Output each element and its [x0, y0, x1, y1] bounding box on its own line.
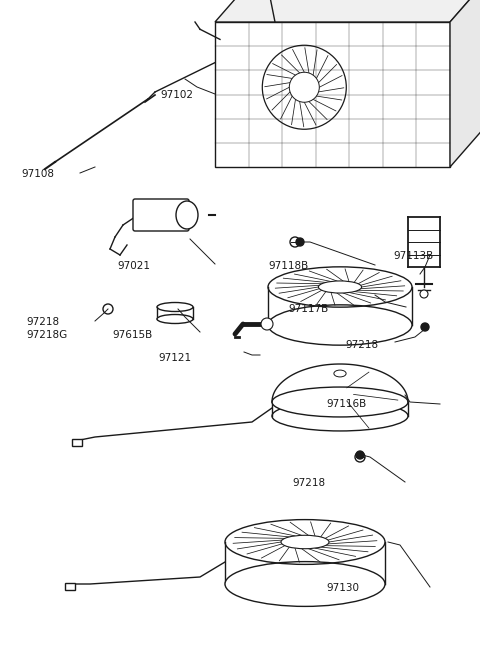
Text: 97615B: 97615B — [113, 330, 153, 340]
Text: 97218: 97218 — [26, 317, 60, 327]
Circle shape — [355, 452, 365, 462]
FancyBboxPatch shape — [133, 199, 189, 231]
Text: 97117B: 97117B — [288, 304, 328, 314]
Text: 97116B: 97116B — [326, 399, 367, 409]
Circle shape — [420, 290, 428, 298]
Ellipse shape — [318, 281, 361, 293]
Circle shape — [290, 237, 300, 247]
Circle shape — [261, 318, 273, 330]
Text: 97113B: 97113B — [394, 251, 434, 261]
Text: 97118B: 97118B — [269, 261, 309, 271]
Ellipse shape — [176, 201, 198, 229]
Text: 97108: 97108 — [22, 169, 55, 179]
Text: 97218G: 97218G — [26, 330, 68, 340]
Text: 97021: 97021 — [118, 261, 151, 271]
Ellipse shape — [272, 401, 408, 431]
Text: 97218: 97218 — [346, 340, 379, 350]
Circle shape — [421, 323, 429, 331]
Ellipse shape — [157, 302, 193, 311]
Circle shape — [296, 238, 304, 246]
FancyBboxPatch shape — [72, 439, 82, 446]
Circle shape — [103, 304, 113, 314]
Text: 97102: 97102 — [161, 90, 194, 101]
FancyBboxPatch shape — [65, 583, 75, 590]
Ellipse shape — [281, 535, 329, 549]
Polygon shape — [215, 0, 480, 22]
Text: 97218: 97218 — [293, 478, 326, 488]
Polygon shape — [450, 0, 480, 167]
Text: 97130: 97130 — [326, 583, 360, 593]
Ellipse shape — [268, 305, 412, 345]
Circle shape — [356, 451, 364, 459]
Ellipse shape — [272, 387, 408, 417]
Ellipse shape — [334, 370, 346, 377]
Ellipse shape — [225, 562, 385, 606]
Text: 97121: 97121 — [158, 353, 192, 363]
Circle shape — [289, 72, 319, 102]
Ellipse shape — [157, 315, 193, 323]
